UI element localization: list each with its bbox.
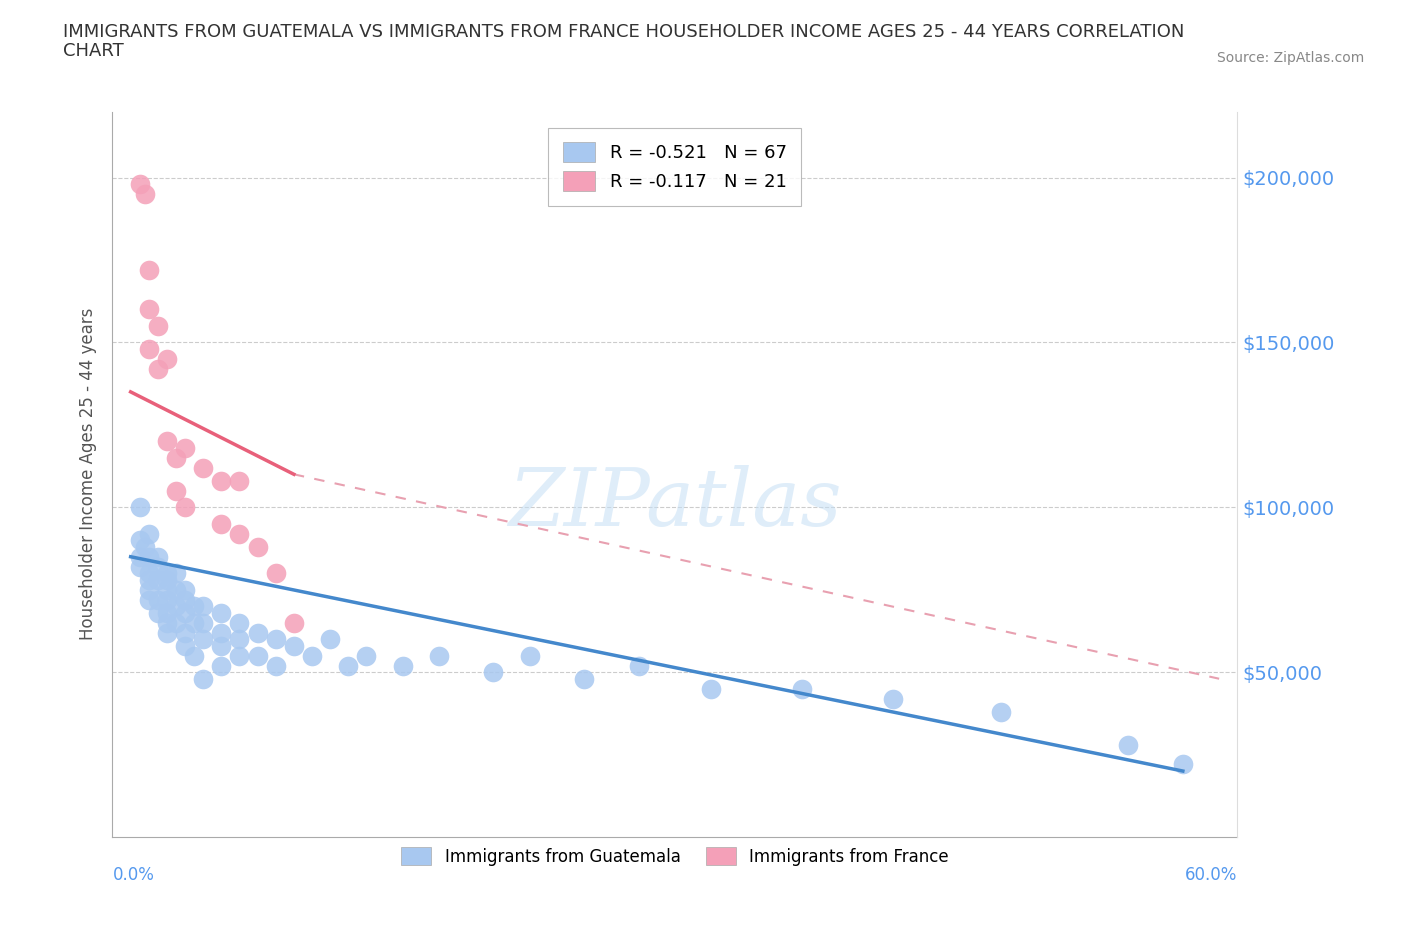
Point <box>301 648 323 663</box>
Point <box>134 187 156 202</box>
Point <box>209 605 232 620</box>
Point <box>165 484 187 498</box>
Text: IMMIGRANTS FROM GUATEMALA VS IMMIGRANTS FROM FRANCE HOUSEHOLDER INCOME AGES 25 -: IMMIGRANTS FROM GUATEMALA VS IMMIGRANTS … <box>63 23 1185 41</box>
Point <box>1118 737 1140 752</box>
Point <box>209 516 232 531</box>
Point <box>264 565 287 580</box>
Point <box>572 671 595 686</box>
Point <box>156 434 179 449</box>
Point <box>174 582 197 597</box>
Point <box>165 565 187 580</box>
Point <box>228 526 250 541</box>
Point <box>356 648 378 663</box>
Point <box>246 648 269 663</box>
Point <box>482 665 505 680</box>
Point <box>128 550 150 565</box>
Point <box>138 582 160 597</box>
Point <box>627 658 650 673</box>
Text: ZIPatlas: ZIPatlas <box>508 465 842 542</box>
Point <box>134 539 156 554</box>
Point <box>138 262 160 277</box>
Text: 60.0%: 60.0% <box>1185 866 1237 884</box>
Point <box>128 499 150 514</box>
Point <box>790 681 813 696</box>
Point <box>183 599 205 614</box>
Point <box>138 302 160 317</box>
Point <box>156 352 179 366</box>
Point <box>174 605 197 620</box>
Point <box>138 572 160 587</box>
Point <box>193 671 215 686</box>
Point <box>156 605 179 620</box>
Point <box>146 318 169 333</box>
Point <box>174 592 197 607</box>
Point <box>165 582 187 597</box>
Point <box>165 616 187 631</box>
Point <box>193 460 215 475</box>
Point <box>146 572 169 587</box>
Legend: Immigrants from Guatemala, Immigrants from France: Immigrants from Guatemala, Immigrants fr… <box>395 840 955 872</box>
Point <box>193 631 215 646</box>
Point <box>146 362 169 377</box>
Point <box>246 539 269 554</box>
Point <box>146 592 169 607</box>
Point <box>427 648 450 663</box>
Point <box>209 625 232 640</box>
Point <box>128 559 150 574</box>
Point <box>228 648 250 663</box>
Text: Source: ZipAtlas.com: Source: ZipAtlas.com <box>1216 51 1364 65</box>
Point <box>209 638 232 653</box>
Y-axis label: Householder Income Ages 25 - 44 years: Householder Income Ages 25 - 44 years <box>79 308 97 641</box>
Point <box>264 658 287 673</box>
Point <box>128 533 150 548</box>
Point <box>165 450 187 465</box>
Point <box>391 658 413 673</box>
Point <box>264 631 287 646</box>
Point <box>882 691 904 706</box>
Point <box>146 550 169 565</box>
Point <box>700 681 723 696</box>
Point <box>283 638 305 653</box>
Point <box>174 441 197 456</box>
Point <box>319 631 342 646</box>
Point <box>990 704 1012 719</box>
Point <box>183 648 205 663</box>
Point <box>138 550 160 565</box>
Point <box>337 658 360 673</box>
Point <box>165 599 187 614</box>
Point <box>174 625 197 640</box>
Point <box>193 616 215 631</box>
Point <box>156 565 179 580</box>
Text: 0.0%: 0.0% <box>112 866 155 884</box>
Point <box>246 625 269 640</box>
Point <box>193 599 215 614</box>
Point <box>209 658 232 673</box>
Point <box>228 473 250 488</box>
Point <box>156 625 179 640</box>
Point <box>174 638 197 653</box>
Point <box>138 565 160 580</box>
Text: CHART: CHART <box>63 42 124 60</box>
Point <box>183 616 205 631</box>
Point <box>138 526 160 541</box>
Point <box>283 616 305 631</box>
Point <box>156 582 179 597</box>
Point <box>228 631 250 646</box>
Point <box>128 177 150 192</box>
Point <box>138 592 160 607</box>
Point <box>156 592 179 607</box>
Point <box>1171 757 1194 772</box>
Point <box>228 616 250 631</box>
Point <box>146 605 169 620</box>
Point <box>146 559 169 574</box>
Point <box>209 473 232 488</box>
Point <box>156 616 179 631</box>
Point <box>138 341 160 356</box>
Point <box>519 648 541 663</box>
Point <box>174 499 197 514</box>
Point <box>156 572 179 587</box>
